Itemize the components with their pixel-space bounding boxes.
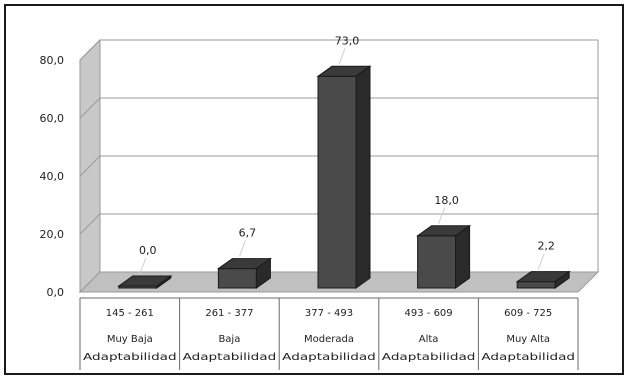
- category-range-label: 493 - 609: [405, 308, 453, 319]
- data-label: 2,2: [537, 240, 555, 253]
- bar-front: [516, 281, 556, 289]
- gridline-side: [79, 39, 101, 61]
- y-tick-label: 0,0: [47, 286, 65, 299]
- bar: [117, 275, 173, 289]
- category-adaptabilidad-label: Adaptabilidad: [282, 352, 376, 363]
- data-label: 18,0: [434, 194, 459, 207]
- bar-side: [156, 275, 172, 289]
- category-range-label: 261 - 377: [205, 308, 253, 319]
- bar: [416, 224, 472, 289]
- y-tick-label: 80,0: [40, 54, 65, 67]
- bar-side: [355, 65, 371, 289]
- bar-side: [255, 257, 271, 289]
- category-level-label: Moderada: [304, 334, 354, 345]
- bar-side: [455, 224, 471, 289]
- data-label: 6,7: [239, 227, 257, 240]
- y-tick-label: 40,0: [40, 170, 65, 183]
- label-leader: [139, 257, 147, 275]
- data-label: 73,0: [335, 34, 360, 47]
- category-range-label: 377 - 493: [305, 308, 353, 319]
- label-leader: [238, 240, 246, 257]
- bar-front: [217, 268, 257, 289]
- category-range-label: 609 - 725: [504, 308, 552, 319]
- gridline-side: [79, 155, 101, 177]
- bar: [316, 65, 372, 289]
- label-leader: [537, 253, 545, 270]
- category-level-label: Alta: [419, 334, 439, 345]
- category-level-label: Muy Alta: [506, 334, 550, 345]
- gridline-side: [79, 97, 101, 119]
- category-range-label: 145 - 261: [106, 308, 154, 319]
- label-leader: [338, 48, 346, 65]
- data-label: 0,0: [139, 244, 157, 257]
- category-adaptabilidad-label: Adaptabilidad: [481, 352, 575, 363]
- category-adaptabilidad-label: Adaptabilidad: [83, 352, 177, 363]
- category-adaptabilidad-label: Adaptabilidad: [382, 352, 476, 363]
- bar: [515, 270, 571, 289]
- y-tick-label: 60,0: [40, 112, 65, 125]
- gridline-side: [79, 213, 101, 235]
- category-level-label: Baja: [218, 334, 240, 345]
- bar: [216, 257, 272, 289]
- category-adaptabilidad-label: Adaptabilidad: [183, 352, 277, 363]
- label-leader: [438, 207, 446, 224]
- bar-front: [417, 235, 457, 289]
- bar-side: [554, 270, 570, 289]
- bar-front: [317, 75, 357, 289]
- y-tick-label: 20,0: [40, 228, 65, 241]
- category-level-label: Muy Baja: [107, 334, 153, 345]
